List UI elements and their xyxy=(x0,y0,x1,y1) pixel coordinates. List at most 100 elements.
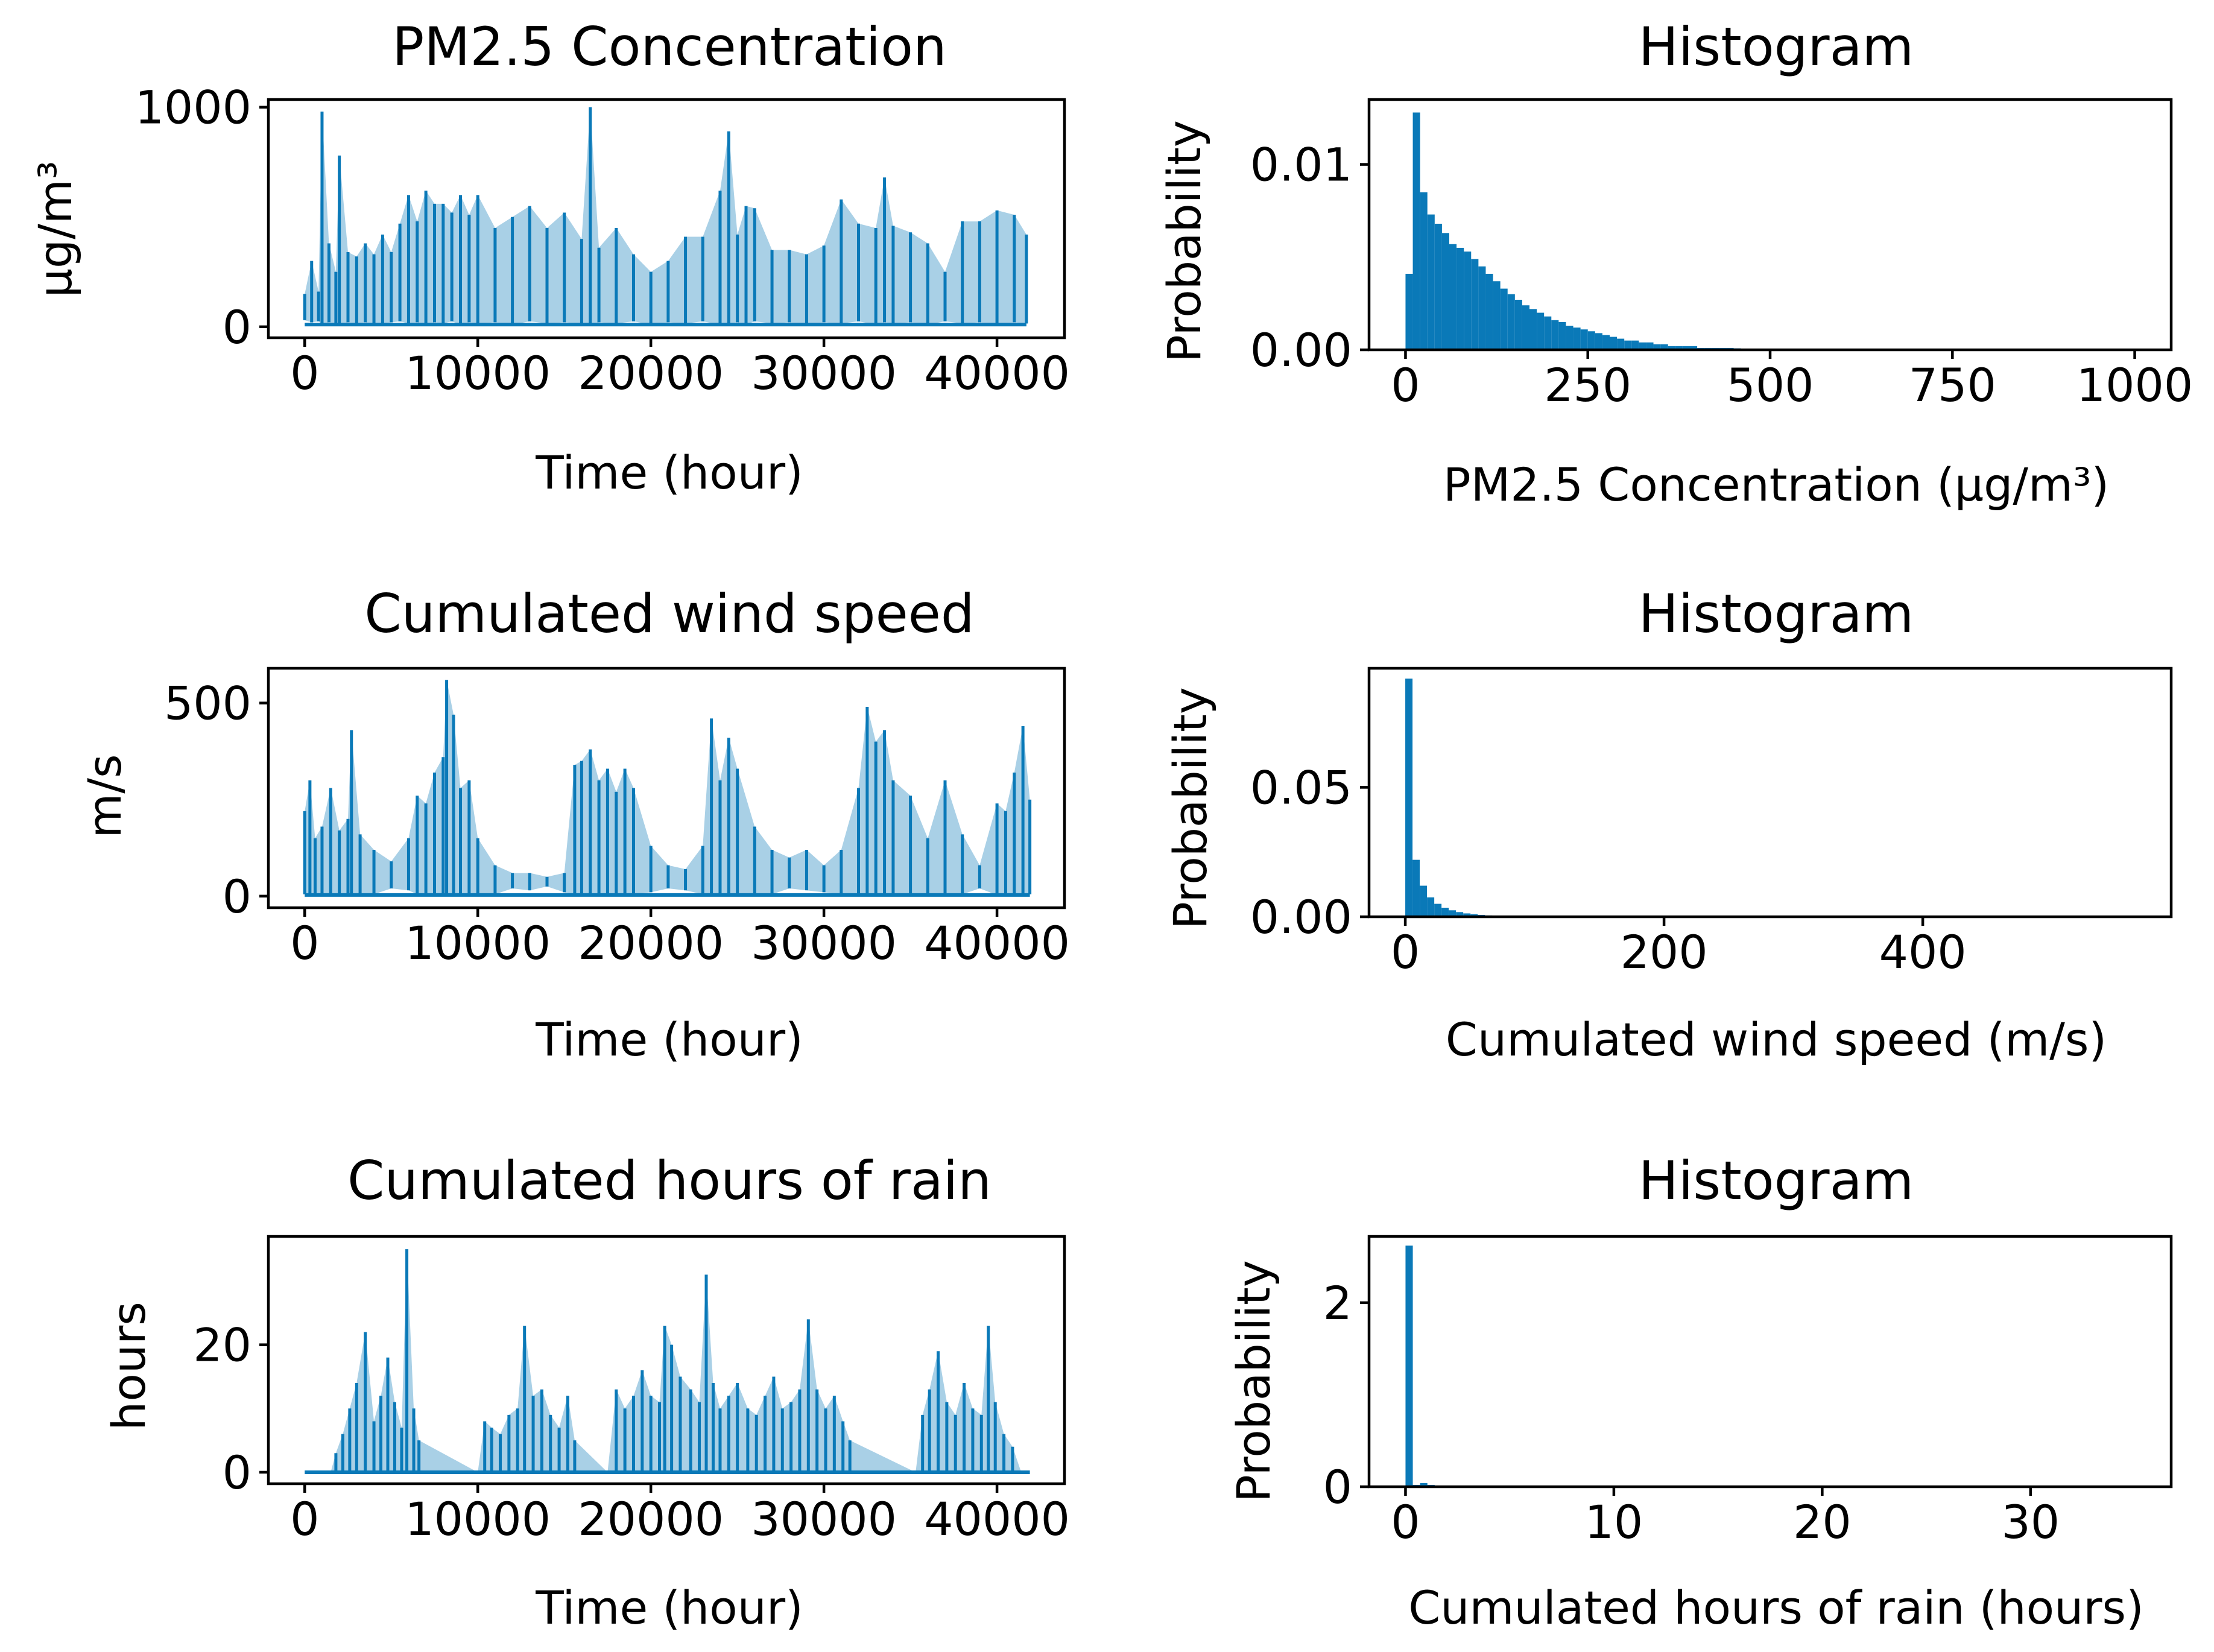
pm25-hist-ylabel: Probability xyxy=(1157,120,1211,362)
wind-hist-panel: Histogram Cumulated wind speed (m/s) Pro… xyxy=(1163,583,2107,1066)
wind-hist-ylabel: Probability xyxy=(1163,687,1217,929)
rain-series-xtick-label: 10000 xyxy=(405,1492,551,1546)
wind-hist-frame xyxy=(1367,666,2173,919)
pm25-hist-xlabel: PM2.5 Concentration (μg/m³) xyxy=(1443,458,2109,511)
pm25-hist-bar xyxy=(1610,337,1618,350)
pm25-hist-bar xyxy=(1639,342,1646,350)
wind-hist-bar xyxy=(1456,912,1464,917)
pm25-hist-bar xyxy=(1514,300,1522,350)
rain-hist-ytick-label: 0 xyxy=(1323,1460,1352,1514)
pm25-hist-bar xyxy=(1668,346,1675,350)
pm25-series-xtick-label: 10000 xyxy=(405,346,551,400)
pm25-hist-bar xyxy=(1493,281,1501,350)
pm25-hist-bar xyxy=(1587,331,1595,350)
pm25-hist-bar xyxy=(1551,320,1559,350)
rain-series-xlabel: Time (hour) xyxy=(535,1581,803,1635)
rain-series-frame xyxy=(267,1235,1066,1486)
rain-hist-xtick-label: 30 xyxy=(2001,1495,2060,1549)
wind-hist-bar xyxy=(1405,679,1413,917)
pm25-hist-bar xyxy=(1537,312,1545,350)
pm25-series-panel: PM2.5 Concentration Time (hour) μg/m³ xyxy=(28,16,947,499)
rain-series-plot: 0 10000 20000 30000 40000 0 20 xyxy=(193,1235,1070,1546)
wind-series-xtick-label: 20000 xyxy=(578,916,724,970)
rain-series-xtick-label: 40000 xyxy=(924,1492,1070,1546)
wind-hist-bar xyxy=(1463,913,1471,917)
pm25-hist-bar xyxy=(1522,305,1529,350)
pm25-hist-bar xyxy=(1449,244,1457,350)
wind-series-plot: 0 10000 20000 30000 40000 0 500 xyxy=(164,666,1070,970)
pm25-hist-bar xyxy=(1675,346,1683,350)
wind-hist-bar xyxy=(1427,897,1435,917)
pm25-hist-bar xyxy=(1420,192,1428,350)
wind-series-ylabel: m/s xyxy=(78,754,131,838)
wind-series-xtick-label: 30000 xyxy=(751,916,897,970)
pm25-hist-bar xyxy=(1566,326,1574,350)
rain-series-ylabel: hours xyxy=(102,1302,156,1431)
wind-hist-ytick-label: 0.05 xyxy=(1250,761,1352,814)
wind-hist-title: Histogram xyxy=(1639,583,1914,645)
wind-hist-bar xyxy=(1420,885,1428,917)
pm25-hist-bar xyxy=(1617,338,1625,350)
rain-hist-bar xyxy=(1405,1245,1413,1487)
rain-series-xtick-label: 0 xyxy=(290,1492,319,1546)
pm25-hist-bar xyxy=(1631,340,1639,350)
wind-hist-ytick-label: 0.00 xyxy=(1250,890,1352,944)
rain-hist-xtick-label: 0 xyxy=(1391,1495,1420,1549)
pm25-hist-plot: 0 250 500 750 1000 0.00 0.01 xyxy=(1250,98,2193,412)
pm25-hist-bar xyxy=(1500,288,1508,350)
wind-hist-xtick-label: 0 xyxy=(1391,925,1420,979)
pm25-hist-bar xyxy=(1478,266,1486,350)
wind-series-ytick-label: 500 xyxy=(164,677,251,730)
rain-hist-ylabel: Probability xyxy=(1227,1260,1280,1502)
rain-series-ytick-label: 20 xyxy=(193,1318,251,1372)
pm25-hist-bar xyxy=(1660,344,1668,350)
wind-hist-xtick-label: 400 xyxy=(1879,925,1967,979)
pm25-series-xlabel: Time (hour) xyxy=(535,446,803,499)
pm25-series-ytick-label: 1000 xyxy=(135,81,251,135)
rain-series-title: Cumulated hours of rain xyxy=(347,1150,992,1212)
wind-hist-plot: 0 200 400 0.00 0.05 xyxy=(1250,666,2173,979)
pm25-hist-bar xyxy=(1580,329,1588,350)
pm25-hist-bar xyxy=(1558,321,1566,350)
pm25-hist-bar xyxy=(1624,340,1632,350)
wind-series-xlabel: Time (hour) xyxy=(535,1013,803,1066)
pm25-hist-xtick-label: 500 xyxy=(1726,358,1814,412)
pm25-hist-xtick-label: 250 xyxy=(1544,358,1631,412)
pm25-hist-bar xyxy=(1427,214,1435,350)
pm25-hist-xtick-label: 750 xyxy=(1909,358,1996,412)
pm25-series-xtick-label: 0 xyxy=(290,346,319,400)
wind-series-envelope xyxy=(305,680,1030,895)
pm25-hist-bar xyxy=(1653,344,1661,350)
rain-hist-xtick-label: 10 xyxy=(1585,1495,1643,1549)
rain-hist-plot: 0 10 20 30 0 2 xyxy=(1323,1235,2173,1549)
pm25-hist-bar xyxy=(1434,223,1442,350)
rain-hist-xtick-label: 20 xyxy=(1793,1495,1852,1549)
wind-hist-bar xyxy=(1434,904,1442,917)
rain-hist-xlabel: Cumulated hours of rain (hours) xyxy=(1408,1581,2144,1635)
pm25-hist-xtick-label: 0 xyxy=(1391,358,1420,412)
rain-hist-ytick-label: 2 xyxy=(1323,1276,1352,1330)
pm25-series-xtick-label: 30000 xyxy=(751,346,897,400)
pm25-hist-bar xyxy=(1412,112,1420,350)
pm25-hist-bar xyxy=(1529,309,1537,350)
wind-series-title: Cumulated wind speed xyxy=(364,583,974,645)
wind-hist-bar xyxy=(1441,907,1449,917)
pm25-hist-bar xyxy=(1690,346,1698,350)
pm25-series-plot: 0 10000 20000 30000 40000 0 1000 xyxy=(135,81,1070,400)
rain-series-xtick-label: 20000 xyxy=(578,1492,724,1546)
wind-hist-bar xyxy=(1412,859,1420,917)
pm25-hist-panel: Histogram PM2.5 Concentration (μg/m³) Pr… xyxy=(1157,16,2109,511)
rain-hist-panel: Histogram Cumulated hours of rain (hours… xyxy=(1227,1150,2144,1635)
pm25-hist-bar xyxy=(1464,252,1472,350)
rain-series-envelope xyxy=(305,1249,1030,1472)
pm25-hist-bar xyxy=(1471,259,1479,350)
wind-hist-bar xyxy=(1449,910,1456,917)
pm25-hist-bar xyxy=(1602,335,1610,350)
rain-hist-title: Histogram xyxy=(1639,1150,1914,1212)
pm25-hist-bar xyxy=(1573,328,1581,350)
wind-series-frame xyxy=(267,666,1066,910)
rain-series-ytick-label: 0 xyxy=(223,1446,251,1499)
pm25-hist-title: Histogram xyxy=(1639,16,1914,78)
pm25-series-ytick-label: 0 xyxy=(223,300,251,354)
pm25-series-ylabel: μg/m³ xyxy=(28,161,82,298)
